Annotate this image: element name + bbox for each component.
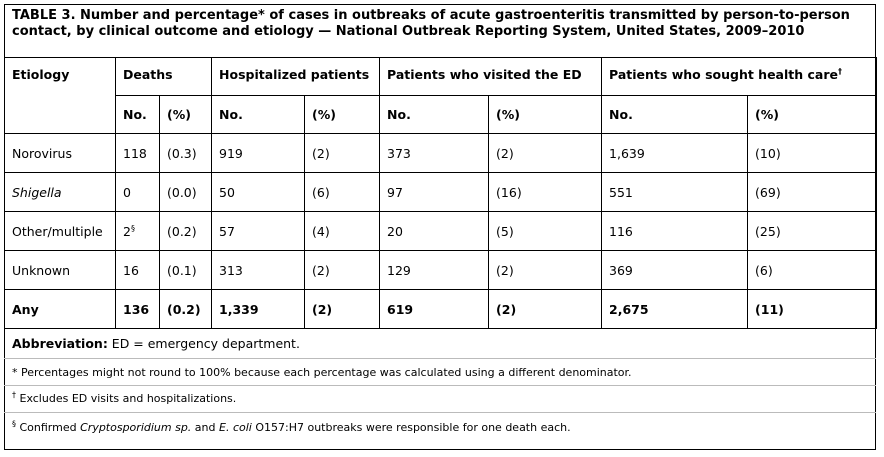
value-cell: (2) [488, 133, 603, 173]
value-cell: (11) [747, 289, 878, 329]
section-mark: § [12, 419, 16, 429]
section-text: Confirmed [16, 421, 81, 434]
value-cell: (10) [747, 133, 878, 173]
etiology-cell: Shigella [4, 172, 116, 212]
section-mark: § [130, 223, 135, 233]
etiology-cell: Any [4, 289, 116, 329]
footnote-divider [4, 385, 876, 386]
etiology-header: Etiology [4, 57, 116, 134]
dagger-text: Excludes ED visits and hospitalizations. [16, 392, 237, 405]
value-cell: (0.0) [158, 172, 213, 212]
etiology-cell: Other/multiple [4, 211, 116, 251]
value-cell: (4) [304, 211, 381, 251]
footnote-section: § Confirmed Cryptosporidium sp. and E. c… [12, 419, 571, 434]
value-cell: (6) [304, 172, 381, 212]
footnote-divider [4, 412, 876, 413]
deaths-header: Deaths [114, 57, 213, 96]
ed-header: Patients who visited the ED [379, 57, 603, 96]
health-care-header: Patients who sought health care† [601, 57, 878, 96]
value-cell: (2) [488, 250, 603, 290]
value-cell: (2) [304, 250, 381, 290]
health-care-header-label: Patients who sought health care [609, 67, 838, 82]
value-cell: (0.2) [158, 211, 213, 251]
value-cell: 551 [601, 172, 749, 212]
subheader-row: No. (%) No. (%) No. (%) No. (%) [5, 95, 878, 134]
dagger-mark: † [12, 390, 16, 400]
subheader-pct: (%) [304, 95, 381, 134]
footnote-divider [4, 358, 876, 359]
value-cell: 369 [601, 250, 749, 290]
table-row: Shigella 0 (0.0) 50 (6) 97 (16) 551 (69) [4, 172, 878, 212]
value-cell: (0.2) [158, 289, 213, 329]
value-cell: (69) [747, 172, 878, 212]
subheader-pct: (%) [488, 95, 603, 134]
value-cell: 50 [211, 172, 306, 212]
subheader-pct: (%) [158, 95, 213, 134]
table-row: Other/multiple 2§ (0.2) 57 (4) 20 (5) 116 (25) [4, 211, 878, 251]
table-title: TABLE 3. Number and percentage* of cases… [12, 8, 850, 39]
footnote-star: * Percentages might not round to 100% be… [12, 366, 632, 379]
value-cell: 2§ [115, 211, 160, 251]
value-cell: 136 [115, 289, 160, 329]
value-cell: 97 [379, 172, 490, 212]
hospitalized-header: Hospitalized patients [211, 57, 381, 96]
section-text: and [191, 421, 220, 434]
value-cell: 373 [379, 133, 490, 173]
subheader-no: No. [601, 95, 749, 134]
value-cell: 1,339 [211, 289, 306, 329]
value-cell: 313 [211, 250, 306, 290]
value-cell: 57 [211, 211, 306, 251]
value-cell: 116 [601, 211, 749, 251]
section-text: O157:H7 outbreaks were responsible for o… [251, 421, 571, 434]
etiology-cell: Norovirus [4, 133, 116, 173]
subheader-no: No. [379, 95, 490, 134]
subheader-no: No. [211, 95, 306, 134]
dagger-mark: † [838, 66, 842, 76]
value-cell: 20 [379, 211, 490, 251]
value-cell: 129 [379, 250, 490, 290]
value-cell: (16) [488, 172, 603, 212]
value-cell: (2) [488, 289, 603, 329]
table-row: Norovirus 118 (0.3) 919 (2) 373 (2) 1,639 (10) [4, 133, 878, 173]
value-cell: (0.3) [158, 133, 213, 173]
value-cell: 919 [211, 133, 306, 173]
footnote-dagger: † Excludes ED visits and hospitalization… [12, 390, 237, 405]
value-cell: 1,639 [601, 133, 749, 173]
value-text: 2 [123, 223, 131, 239]
footnote-abbreviation: Abbreviation: ED = emergency department. [12, 336, 300, 351]
subheader-no: No. [115, 95, 160, 134]
etiology-cell: Unknown [4, 250, 116, 290]
section-text-italic: E. coli [219, 421, 252, 434]
value-cell: (25) [747, 211, 878, 251]
value-cell: (6) [747, 250, 878, 290]
table-row: Unknown 16 (0.1) 313 (2) 129 (2) 369 (6) [4, 250, 878, 290]
value-cell: (2) [304, 133, 381, 173]
abbreviation-text: ED = emergency department. [107, 336, 300, 351]
abbreviation-label: Abbreviation: [12, 336, 108, 351]
value-cell: 2,675 [601, 289, 749, 329]
subheader-pct: (%) [747, 95, 878, 134]
value-cell: 118 [115, 133, 160, 173]
total-row: Any 136 (0.2) 1,339 (2) 619 (2) 2,675 (1… [4, 289, 878, 329]
section-text-italic: Cryptosporidium sp. [80, 421, 192, 434]
value-cell: 619 [379, 289, 490, 329]
value-cell: 0 [115, 172, 160, 212]
value-cell: 16 [115, 250, 160, 290]
value-cell: (5) [488, 211, 603, 251]
value-cell: (0.1) [158, 250, 213, 290]
header-row: Etiology Deaths Hospitalized patients Pa… [4, 57, 878, 134]
value-cell: (2) [304, 289, 381, 329]
outcome-table: Etiology Deaths Hospitalized patients Pa… [4, 57, 878, 329]
